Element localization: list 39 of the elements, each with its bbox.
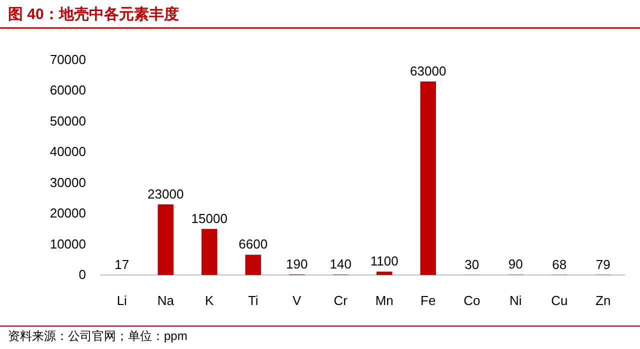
y-tick-label: 40000	[50, 144, 86, 160]
data-label: 140	[330, 256, 352, 272]
data-label: 6600	[238, 236, 268, 252]
x-tick-label: Fe	[420, 293, 436, 308]
data-label: 90	[508, 256, 523, 272]
text: 资料来源：公司官网；单位：ppm	[8, 329, 188, 343]
x-tick-label: Zn	[596, 293, 611, 308]
y-tick-label: 10000	[50, 236, 86, 252]
bar	[158, 204, 174, 275]
y-tick-label: 0	[78, 267, 86, 282]
y-tick-label: 50000	[50, 113, 86, 128]
data-label: 68	[552, 256, 567, 272]
data-label: 63000	[410, 64, 446, 78]
y-tick-label: 60000	[50, 82, 86, 98]
data-label: 1100	[370, 254, 398, 269]
bar	[202, 228, 218, 275]
x-tick-label: V	[292, 293, 302, 308]
data-label: 15000	[191, 210, 228, 226]
data-label: 23000	[148, 186, 184, 202]
bar	[245, 254, 261, 275]
x-tick-label: Cr	[334, 293, 348, 308]
x-tick-label: Ni	[509, 293, 522, 308]
x-tick-label: Na	[157, 293, 175, 308]
data-label: 17	[114, 256, 130, 272]
x-tick-label: Mn	[375, 293, 394, 308]
y-tick-label: 30000	[50, 174, 86, 190]
bar	[376, 272, 392, 275]
x-tick-label: Cu	[551, 293, 568, 308]
x-tick-label: Co	[464, 293, 480, 308]
data-label: 79	[596, 256, 610, 272]
data-label: 190	[286, 256, 308, 272]
x-tick-label: Ti	[248, 293, 258, 308]
y-tick-label: 70000	[50, 52, 86, 67]
x-tick-label: Li	[116, 293, 128, 308]
chart-title: 图 40：地壳中各元素丰度	[8, 5, 179, 23]
x-tick-label: K	[205, 293, 214, 308]
y-tick-label: 20000	[50, 206, 86, 221]
bar	[420, 82, 436, 275]
data-label: 30	[464, 256, 480, 272]
